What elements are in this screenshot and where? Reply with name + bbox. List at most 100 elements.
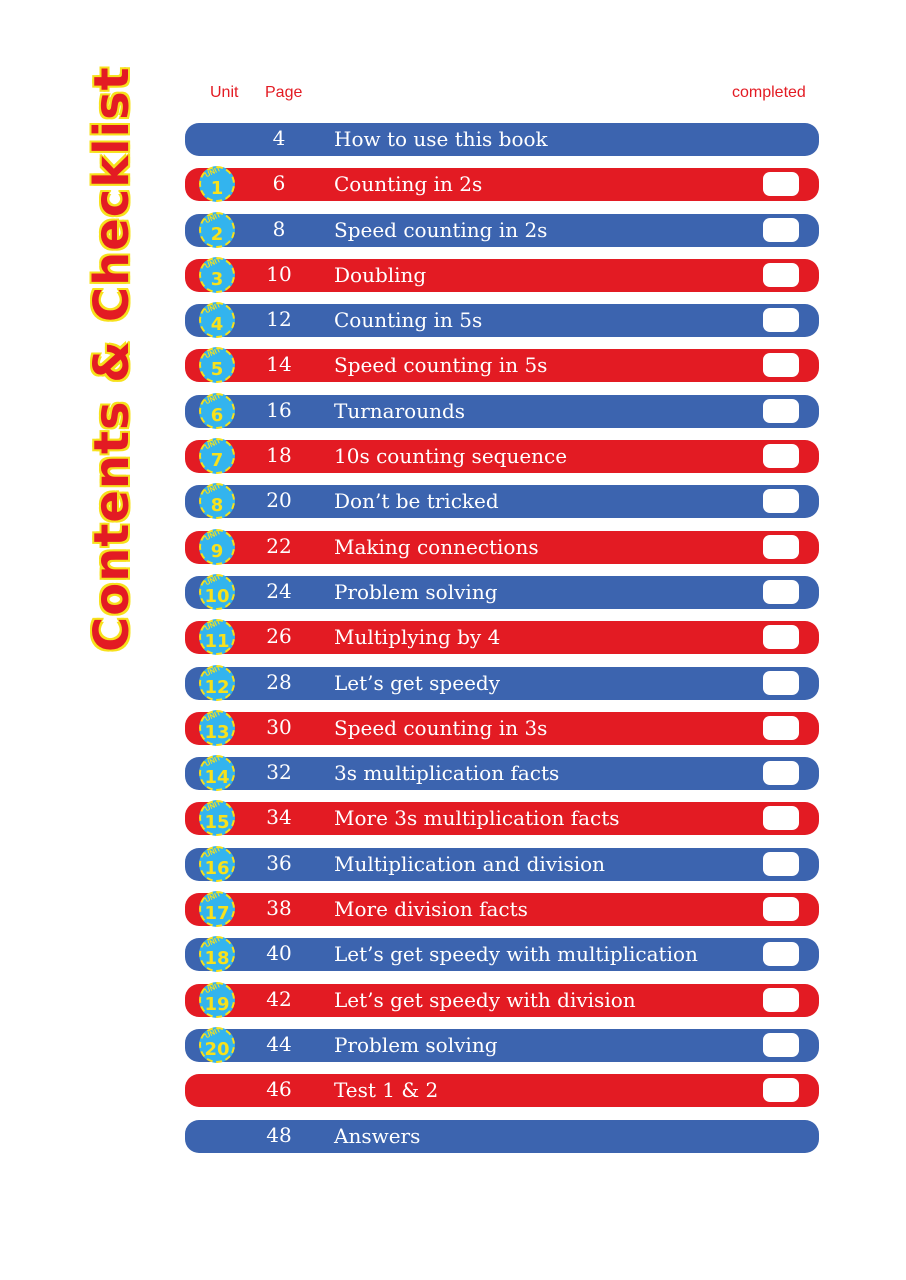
- page-number: 6: [272, 171, 286, 196]
- page-number: 8: [272, 216, 286, 241]
- row-title: Problem solving: [334, 579, 498, 604]
- side-title-text: Contents & Checklist: [83, 65, 141, 653]
- row-title: Let’s get speedy with multiplication: [334, 942, 698, 967]
- contents-row: UNIT 2 8 Speed counting in 2s: [185, 211, 819, 248]
- contents-row: UNIT 3 10 Doubling: [185, 257, 819, 293]
- completed-checkbox[interactable]: [763, 534, 799, 559]
- completed-checkbox[interactable]: [763, 353, 799, 378]
- page-number: 10: [266, 261, 292, 286]
- completed-checkbox[interactable]: [763, 715, 799, 740]
- completed-checkbox[interactable]: [763, 172, 799, 197]
- contents-row: 48 Answers: [185, 1119, 819, 1153]
- contents-row: UNIT 6 16 Turnarounds: [185, 393, 819, 429]
- completed-checkbox[interactable]: [763, 217, 799, 242]
- page-number: 46: [266, 1077, 292, 1102]
- contents-list: 4 How to use this book UNIT 1 6 Counting in 2…: [185, 123, 819, 1165]
- unit-number: 2: [210, 223, 224, 245]
- unit-number: 3: [210, 268, 224, 290]
- row-title: Problem solving: [334, 1032, 498, 1057]
- completed-checkbox[interactable]: [763, 851, 799, 876]
- unit-number: 14: [204, 767, 230, 789]
- row-title: Let’s get speedy: [334, 670, 501, 695]
- unit-number: 12: [204, 676, 230, 698]
- page-number: 40: [266, 941, 292, 966]
- unit-badge-icon: UNIT 18: [199, 936, 235, 973]
- completed-checkbox[interactable]: [763, 489, 799, 514]
- unit-number: 10: [204, 585, 230, 607]
- contents-row: UNIT 19 42 Let’s get speedy with division: [185, 982, 819, 1018]
- header-completed: completed: [732, 84, 806, 101]
- contents-row: UNIT 16 36 Multiplication and division: [185, 846, 819, 882]
- unit-badge-icon: UNIT 1: [199, 166, 235, 203]
- row-title: Turnarounds: [334, 398, 466, 423]
- row-title: Speed counting in 3s: [334, 715, 548, 740]
- unit-badge-icon: UNIT 17: [199, 891, 235, 928]
- contents-row: UNIT 14 32 3s multiplication facts: [185, 755, 819, 792]
- header-unit: Unit: [210, 84, 239, 101]
- completed-checkbox[interactable]: [763, 444, 799, 469]
- unit-badge-icon: UNIT 19: [199, 982, 235, 1018]
- unit-badge-icon: UNIT 8: [199, 483, 235, 520]
- contents-row: UNIT 1 6 Counting in 2s: [185, 166, 819, 203]
- unit-badge-icon: UNIT 12: [199, 664, 235, 701]
- unit-number: 17: [204, 903, 230, 925]
- side-title: Contents & Checklist: [82, 65, 142, 653]
- completed-checkbox[interactable]: [763, 262, 799, 287]
- contents-row: UNIT 12 28 Let’s get speedy: [185, 664, 819, 701]
- row-title: Don’t be tricked: [334, 489, 499, 514]
- completed-checkbox[interactable]: [763, 1032, 799, 1057]
- unit-number: 7: [210, 450, 224, 472]
- unit-badge-icon: UNIT 9: [199, 529, 235, 565]
- completed-checkbox[interactable]: [763, 942, 799, 967]
- completed-checkbox[interactable]: [763, 625, 799, 650]
- completed-checkbox[interactable]: [763, 398, 799, 423]
- row-title: More division facts: [334, 897, 528, 922]
- unit-badge-icon: UNIT 16: [199, 846, 235, 882]
- completed-checkbox[interactable]: [763, 897, 799, 922]
- page-number: 22: [266, 533, 292, 558]
- completed-checkbox[interactable]: [763, 670, 799, 695]
- page-number: 48: [266, 1122, 292, 1147]
- row-title: Speed counting in 5s: [334, 353, 548, 378]
- page-number: 28: [266, 669, 292, 694]
- unit-number: 11: [204, 631, 230, 653]
- page-number: 16: [266, 397, 292, 422]
- unit-badge-icon: UNIT 5: [199, 347, 235, 384]
- contents-row: UNIT 15 34 More 3s multiplication facts: [185, 800, 819, 837]
- contents-row: UNIT 9 22 Making connections: [185, 529, 819, 565]
- unit-number: 20: [204, 1038, 230, 1060]
- unit-number: 1: [210, 178, 224, 200]
- contents-row: UNIT 11 26 Multiplying by 4: [185, 619, 819, 656]
- row-title: Doubling: [334, 262, 427, 287]
- completed-checkbox[interactable]: [763, 806, 799, 831]
- page-number: 34: [266, 805, 292, 830]
- contents-row: UNIT 8 20 Don’t be tricked: [185, 483, 819, 520]
- completed-checkbox[interactable]: [763, 308, 799, 333]
- row-title: Multiplication and division: [334, 851, 606, 876]
- completed-checkbox[interactable]: [763, 761, 799, 786]
- page-number: 24: [266, 578, 292, 603]
- row-title: Speed counting in 2s: [334, 217, 548, 242]
- page-number: 32: [266, 760, 292, 785]
- row-title: Multiplying by 4: [334, 625, 501, 650]
- row-title: Making connections: [334, 534, 539, 559]
- unit-badge-icon: UNIT 14: [199, 755, 235, 792]
- contents-row: UNIT 7 18 10s counting sequence: [185, 438, 819, 475]
- contents-row: UNIT 5 14 Speed counting in 5s: [185, 347, 819, 384]
- completed-checkbox[interactable]: [763, 987, 799, 1012]
- row-title: Let’s get speedy with division: [334, 987, 636, 1012]
- unit-badge-icon: UNIT 10: [199, 574, 235, 610]
- page-number: 20: [266, 488, 292, 513]
- unit-number: 4: [210, 314, 224, 336]
- row-title: Answers: [334, 1123, 421, 1148]
- row-title: 10s counting sequence: [334, 444, 568, 469]
- row-title: More 3s multiplication facts: [334, 806, 620, 831]
- page-number: 12: [266, 307, 292, 332]
- unit-number: 18: [204, 948, 230, 970]
- unit-badge-icon: UNIT 11: [199, 619, 235, 656]
- completed-checkbox[interactable]: [763, 579, 799, 604]
- page-number: 4: [272, 126, 286, 150]
- unit-badge-icon: UNIT 6: [199, 393, 235, 429]
- completed-checkbox[interactable]: [763, 1078, 799, 1103]
- header-page: Page: [265, 84, 303, 101]
